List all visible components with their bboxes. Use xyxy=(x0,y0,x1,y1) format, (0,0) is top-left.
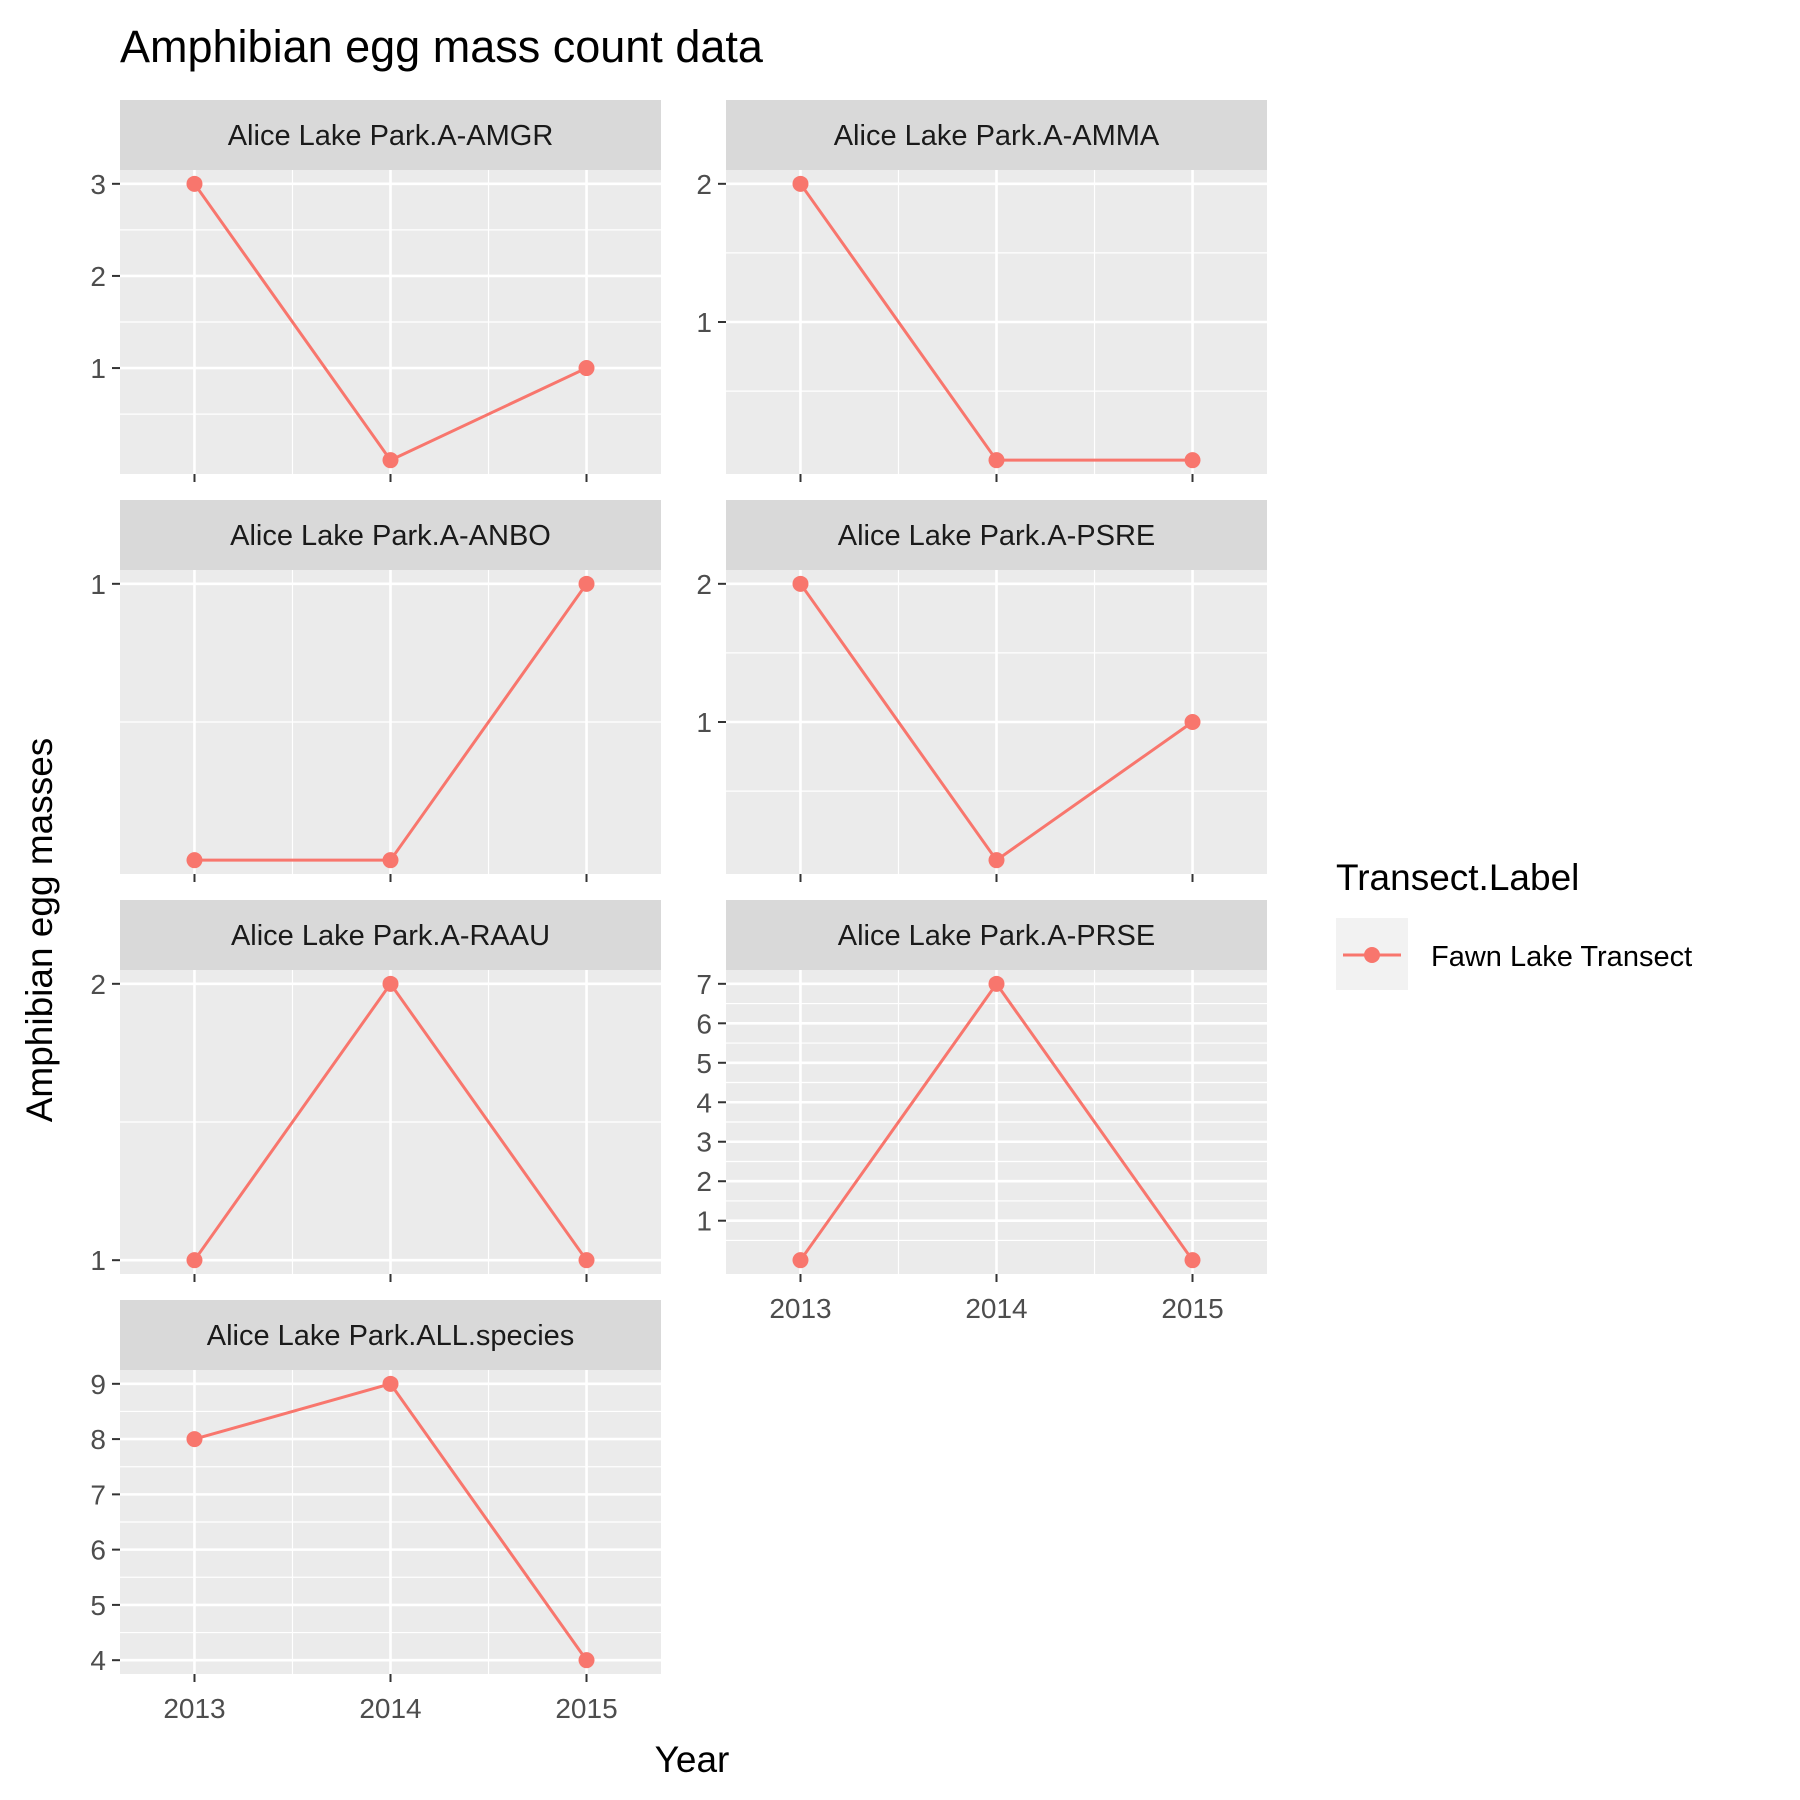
y-tick-label: 9 xyxy=(90,1369,106,1400)
y-tick-label: 3 xyxy=(696,1127,712,1158)
data-point xyxy=(578,360,595,377)
y-tick-label: 5 xyxy=(696,1048,712,1079)
facet-panel: Alice Lake Park.A-AMGR 1 2 3 xyxy=(90,100,661,482)
data-point xyxy=(578,1652,595,1669)
facet-strip-label: Alice Lake Park.A-PSRE xyxy=(838,520,1156,552)
data-point xyxy=(988,452,1005,469)
data-point xyxy=(382,852,399,869)
facet-strip xyxy=(120,100,661,170)
facet-strip xyxy=(726,100,1267,170)
facet-strip-label: Alice Lake Park.A-AMGR xyxy=(228,120,554,152)
legend-label-fawn-lake-transect: Fawn Lake Transect xyxy=(1431,941,1692,973)
y-tick-label: 2 xyxy=(90,969,106,1000)
y-tick-label: 1 xyxy=(90,353,106,384)
facet-strip-label: Alice Lake Park.A-AMMA xyxy=(834,120,1160,152)
data-point xyxy=(578,1252,595,1269)
facet-panel: Alice Lake Park.A-RAAU 1 2 xyxy=(90,900,661,1282)
facet-strip xyxy=(726,900,1267,970)
data-point xyxy=(186,1431,203,1448)
legend-key-point xyxy=(1364,947,1380,963)
data-point xyxy=(1184,714,1201,730)
data-point xyxy=(988,975,1005,992)
legend-title: Transect.Label xyxy=(1336,857,1579,898)
data-point xyxy=(382,452,399,469)
data-point xyxy=(186,852,203,869)
x-tick-label: 2015 xyxy=(1161,1293,1223,1324)
data-point xyxy=(186,175,203,192)
y-tick-label: 5 xyxy=(90,1590,106,1621)
facet-strip xyxy=(120,900,661,970)
facet-panel: Alice Lake Park.ALL.species 4 5 6 7 8 9 2013 201… xyxy=(90,1300,661,1724)
y-tick-label: 6 xyxy=(90,1535,106,1566)
x-tick-label: 2015 xyxy=(555,1693,617,1724)
x-tick-label: 2014 xyxy=(965,1293,1027,1324)
chart-title: Amphibian egg mass count data xyxy=(120,21,764,72)
data-point xyxy=(382,1375,399,1392)
y-tick-label: 2 xyxy=(696,569,712,600)
x-tick-label: 2013 xyxy=(769,1293,831,1324)
y-tick-label: 3 xyxy=(90,169,106,200)
data-point xyxy=(1184,452,1201,469)
data-point xyxy=(988,852,1005,869)
data-point xyxy=(792,1252,809,1269)
data-point xyxy=(1184,1252,1201,1269)
y-tick-label: 1 xyxy=(696,307,712,338)
data-point xyxy=(792,575,809,592)
facet-panel: Alice Lake Park.A-ANBO 1 xyxy=(90,500,661,882)
data-point xyxy=(382,975,399,992)
y-tick-label: 2 xyxy=(696,1166,712,1197)
facet-strip-label: Alice Lake Park.ALL.species xyxy=(207,1320,575,1352)
y-axis-title: Amphibian egg masses xyxy=(19,738,60,1123)
facet-panel: Alice Lake Park.A-PRSE 1 2 3 4 5 6 7 2013 2014 201… xyxy=(696,900,1267,1324)
y-tick-label: 6 xyxy=(696,1008,712,1039)
facet-panel: Alice Lake Park.A-PSRE 1 2 xyxy=(696,500,1267,882)
data-point xyxy=(578,575,595,592)
x-axis-title: Year xyxy=(655,1739,730,1780)
y-tick-label: 4 xyxy=(90,1645,106,1676)
facet-strip xyxy=(120,1300,661,1370)
facet-strip xyxy=(120,500,661,570)
y-tick-label: 8 xyxy=(90,1424,106,1455)
facet-strip-label: Alice Lake Park.A-ANBO xyxy=(230,520,551,552)
facet-strip xyxy=(726,500,1267,570)
y-tick-label: 7 xyxy=(696,969,712,1000)
y-tick-label: 1 xyxy=(696,1206,712,1237)
y-tick-label: 2 xyxy=(90,261,106,292)
x-tick-label: 2013 xyxy=(163,1693,225,1724)
y-tick-label: 1 xyxy=(90,569,106,600)
data-point xyxy=(792,175,809,192)
data-point xyxy=(186,1252,203,1269)
y-tick-label: 1 xyxy=(696,707,712,738)
x-tick-label: 2014 xyxy=(359,1693,421,1724)
y-tick-label: 2 xyxy=(696,169,712,200)
y-tick-label: 4 xyxy=(696,1087,712,1118)
facet-panel: Alice Lake Park.A-AMMA 1 2 xyxy=(696,100,1267,482)
facet-strip-label: Alice Lake Park.A-PRSE xyxy=(838,920,1156,952)
facet-strip-label: Alice Lake Park.A-RAAU xyxy=(231,920,550,952)
legend: Transect.Label Fawn Lake Transect xyxy=(1336,857,1692,990)
y-tick-label: 1 xyxy=(90,1245,106,1276)
y-tick-label: 7 xyxy=(90,1479,106,1510)
